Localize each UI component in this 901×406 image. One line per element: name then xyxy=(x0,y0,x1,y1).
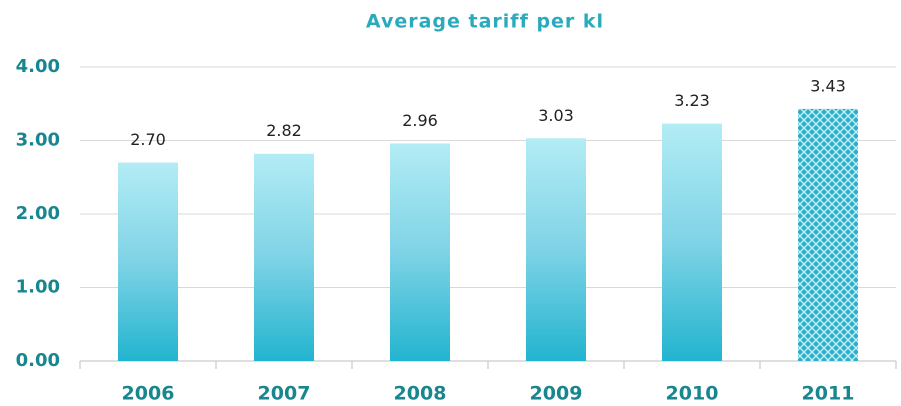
x-tick-label: 2006 xyxy=(122,383,175,405)
bar xyxy=(662,123,722,361)
bar xyxy=(526,138,586,361)
x-tick-label: 2009 xyxy=(530,383,583,405)
x-tick-label: 2008 xyxy=(394,383,447,405)
y-tick-label: 0.00 xyxy=(16,350,60,371)
x-tick-label: 2007 xyxy=(258,383,311,405)
value-label: 3.43 xyxy=(810,76,846,95)
y-tick-label: 3.00 xyxy=(16,130,60,151)
bar xyxy=(254,153,314,361)
value-label: 3.03 xyxy=(538,106,574,125)
bar xyxy=(390,143,450,361)
bar xyxy=(798,108,858,362)
y-tick-label: 1.00 xyxy=(16,277,60,298)
y-tick-label: 2.00 xyxy=(16,203,60,224)
y-tick-label: 4.00 xyxy=(16,56,60,77)
value-label: 2.82 xyxy=(266,121,302,140)
chart-title: Average tariff per kl xyxy=(366,11,604,33)
value-label: 3.23 xyxy=(674,91,710,110)
bar xyxy=(118,162,178,361)
value-label: 2.96 xyxy=(402,111,438,130)
x-tick-label: 2011 xyxy=(802,383,855,405)
x-tick-label: 2010 xyxy=(666,383,719,405)
value-label: 2.70 xyxy=(130,130,166,149)
